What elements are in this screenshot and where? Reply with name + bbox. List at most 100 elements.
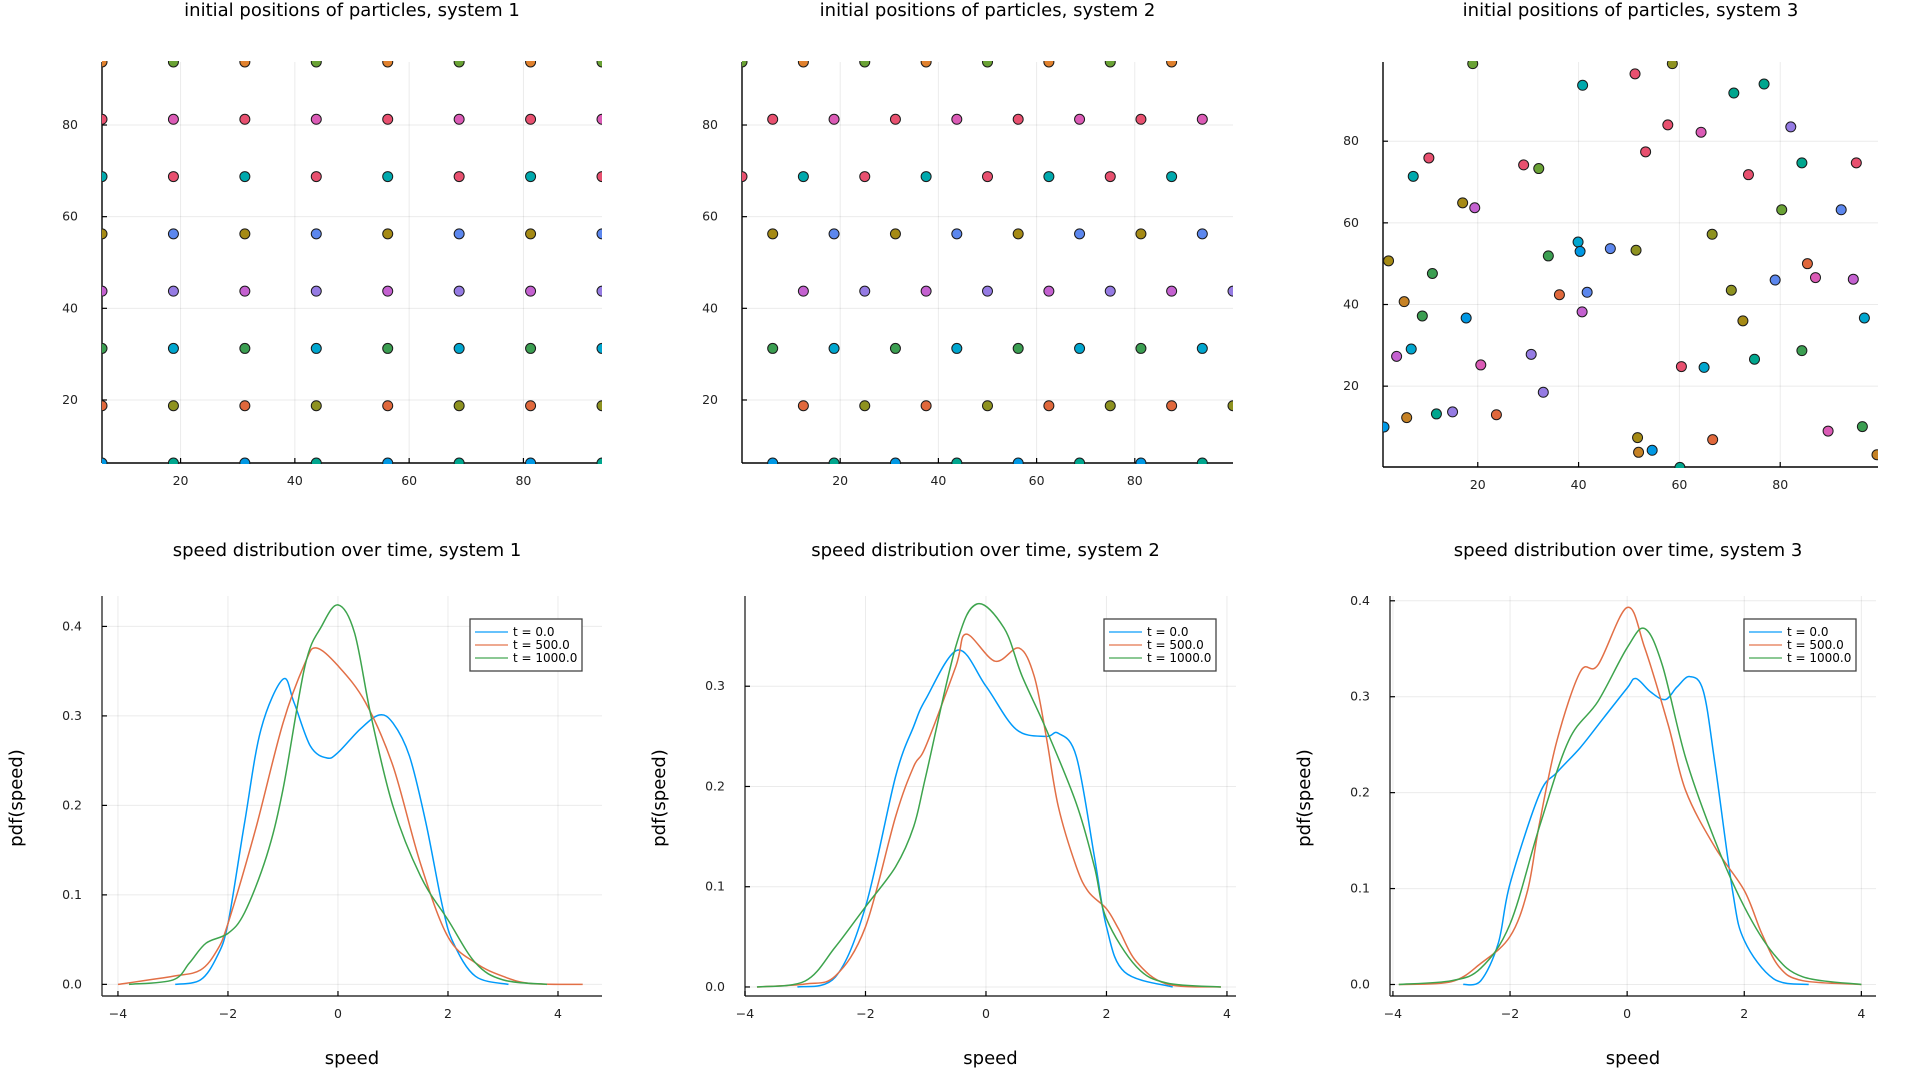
x-tick-label: 4 [554,1006,562,1021]
subplot-1: initial positions of particles, system 1… [62,0,602,488]
particle-point [920,400,932,412]
y-tick-label: 80 [62,117,78,132]
gridlines [744,596,1236,996]
particle-point [453,171,465,183]
particle-point [1196,342,1208,354]
y-tick-label: 40 [702,300,718,315]
particle-point [382,342,394,354]
particle-point [1401,412,1413,424]
particle-point [382,285,394,297]
particle-point [1553,289,1565,301]
particle-point [525,285,537,297]
chart-title: speed distribution over time, system 3 [1454,540,1803,561]
particle-point [982,61,993,68]
y-tick-label: 0.1 [1350,881,1370,896]
particle-point [1858,312,1870,324]
particle-point [1196,457,1208,464]
legend: t = 0.0t = 500.0t = 1000.0 [1103,618,1217,672]
x-tick-label: −4 [1384,1006,1402,1021]
particle-point [1576,306,1588,318]
y-tick-label: 0.0 [705,979,725,994]
particle-point [102,171,108,183]
particle-point [1742,169,1754,181]
x-tick-label: 2 [444,1006,452,1021]
particle-point [1043,61,1055,68]
particle-point [1674,461,1686,468]
chart-title: initial positions of particles, system 3 [1463,0,1799,21]
particle-point [102,228,108,240]
y-tick-label: 60 [702,209,718,224]
x-tick-label: 60 [401,473,417,488]
particle-point [1856,421,1868,433]
particle-point [1457,197,1469,209]
particle-point [1572,236,1584,248]
legend-entry: t = 0.0 [513,625,554,639]
particle-point [1706,228,1718,240]
particle-point [310,342,322,354]
particle-point [167,61,179,68]
x-tick-label: −2 [1501,1006,1519,1021]
particle-point [828,113,840,125]
y-tick-label: 20 [62,392,78,407]
series-lines [117,604,583,986]
chart-title: speed distribution over time, system 2 [811,540,1160,561]
particle-point [1537,386,1549,398]
x-tick-label: 0 [982,1006,990,1021]
subplot-2: initial positions of particles, system 2… [702,0,1233,488]
particle-point [382,457,394,464]
particle-point [453,285,465,297]
particle-point [453,457,465,464]
particle-point [239,113,251,125]
particle-point [1391,350,1403,362]
particle-point [239,171,251,183]
particle-point [742,61,748,68]
particle-point [1728,87,1740,99]
series-line-0 [797,649,1173,988]
particle-point [1227,400,1233,412]
series-line-2 [128,604,548,986]
legend-entry: t = 1000.0 [1787,651,1851,665]
particle-point [1737,315,1749,327]
gridlines [742,62,1233,463]
particle-point [102,342,108,354]
particle-point [1405,343,1417,355]
particle-point [951,457,963,464]
x-tick-label: 40 [287,473,303,488]
particle-point [982,285,993,297]
particle-point [1135,228,1147,240]
y-tick-label: 0.3 [62,708,82,723]
particle-point [828,342,840,354]
particle-point [1630,244,1642,256]
particle-point [767,228,779,240]
particle-point [310,228,322,240]
particle-point [453,400,465,412]
particle-point [596,171,602,183]
particle-point [239,228,251,240]
y-tick-label: 40 [62,300,78,315]
series-lines [1398,606,1862,986]
y-axis-label: pdf(speed) [6,749,27,847]
particle-point [767,342,779,354]
particle-point [596,400,602,412]
x-axis-label: speed [1606,1048,1660,1069]
particle-point [1695,126,1707,138]
legend: t = 0.0t = 500.0t = 1000.0 [1743,618,1857,672]
y-tick-label: 60 [1343,215,1359,230]
particle-point [1166,61,1178,68]
particle-point [596,285,602,297]
x-tick-label: 40 [930,473,946,488]
particle-point [453,342,465,354]
legend: t = 0.0t = 500.0t = 1000.0 [469,618,583,672]
particle-point [1666,61,1678,70]
particle-point [1581,286,1593,298]
particle-point [525,61,537,68]
particle-point [167,228,179,240]
series-line-0 [175,677,509,986]
gridlines [1383,62,1878,467]
particle-point [920,285,932,297]
particle-point [1604,243,1616,255]
y-tick-label: 0.2 [62,797,82,812]
legend-entry: t = 500.0 [513,638,570,652]
particle-point [1577,79,1589,91]
particle-point [382,400,394,412]
